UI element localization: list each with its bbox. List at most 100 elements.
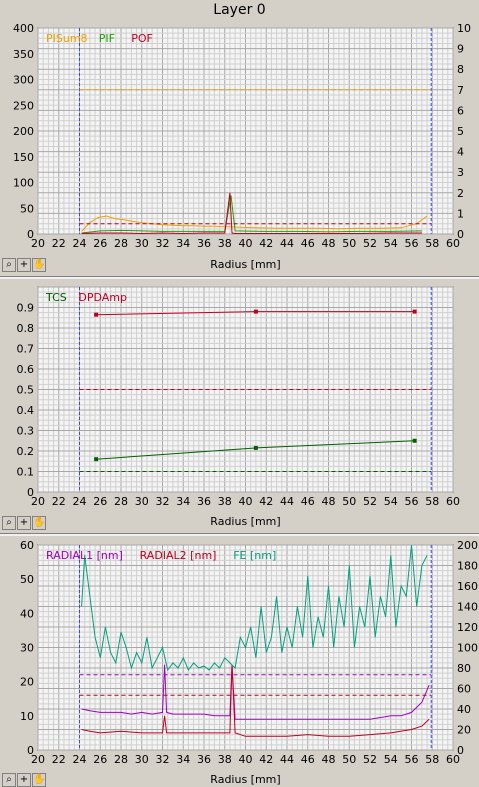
series-line-pif bbox=[81, 195, 422, 234]
x-tick-label: 60 bbox=[446, 495, 460, 508]
y2-tick-label: 20 bbox=[457, 724, 471, 737]
y-tick-label: 0.2 bbox=[17, 445, 35, 458]
legend-entry: FE [nm] bbox=[233, 549, 276, 562]
hand-icon[interactable]: ✋ bbox=[32, 773, 46, 787]
x-tick-label: 50 bbox=[342, 237, 356, 250]
legend-entry: PIF bbox=[99, 32, 115, 45]
x-tick-label: 60 bbox=[446, 753, 460, 766]
x-tick-label: 60 bbox=[446, 237, 460, 250]
x-tick-label: 22 bbox=[52, 495, 66, 508]
x-tick-label: 52 bbox=[363, 495, 377, 508]
x-tick-label: 30 bbox=[135, 495, 149, 508]
zoom-icon[interactable]: ⌕ bbox=[2, 773, 16, 787]
chart-3: 20 22 24 26 28 30 32 34 36 38 40 42 44 46 48 50 52 54 56 58… bbox=[20, 539, 478, 786]
hand-icon[interactable]: ✋ bbox=[32, 258, 46, 272]
y2-tick-label: 1 bbox=[457, 207, 464, 220]
x-tick-label: 40 bbox=[239, 753, 253, 766]
y-tick-label: 400 bbox=[13, 22, 34, 35]
x-tick-label: 32 bbox=[156, 237, 170, 250]
chart-3-toolbar: ⌕ + ✋ bbox=[2, 773, 46, 787]
x-tick-label: 46 bbox=[301, 753, 315, 766]
data-point bbox=[253, 445, 258, 450]
crosshair-icon[interactable]: + bbox=[17, 258, 31, 272]
series-line-pof bbox=[81, 192, 422, 235]
y-tick-label: 60 bbox=[20, 539, 34, 552]
x-tick-label: 24 bbox=[73, 495, 87, 508]
x-tick-label: 20 bbox=[31, 753, 45, 766]
x-tick-label: 48 bbox=[322, 495, 336, 508]
x-tick-label: 50 bbox=[342, 753, 356, 766]
y-tick-label: 20 bbox=[20, 676, 34, 689]
y2-tick-label: 8 bbox=[457, 63, 464, 76]
x-tick-label: 48 bbox=[322, 753, 336, 766]
series-line-fe-nm- bbox=[81, 544, 428, 672]
y2-tick-label: 9 bbox=[457, 43, 464, 56]
x-tick-label: 46 bbox=[301, 495, 315, 508]
x-tick-label: 34 bbox=[176, 753, 190, 766]
y-tick-label: 0.4 bbox=[17, 404, 35, 417]
y-tick-label: 0.3 bbox=[17, 425, 35, 438]
pane-divider[interactable] bbox=[0, 276, 479, 279]
y-tick-label: 300 bbox=[13, 74, 34, 87]
y2-tick-label: 120 bbox=[457, 621, 478, 634]
x-axis-label: Radius [mm] bbox=[210, 258, 280, 271]
x-tick-label: 42 bbox=[259, 237, 273, 250]
x-tick-label: 44 bbox=[280, 753, 294, 766]
chart-2-toolbar: ⌕ + ✋ bbox=[2, 516, 46, 530]
x-tick-label: 56 bbox=[405, 495, 419, 508]
crosshair-icon[interactable]: + bbox=[17, 773, 31, 787]
data-point bbox=[253, 309, 258, 314]
x-tick-label: 58 bbox=[425, 753, 439, 766]
grid bbox=[37, 544, 454, 751]
x-tick-label: 34 bbox=[176, 237, 190, 250]
data-point bbox=[94, 312, 99, 317]
pane-divider[interactable] bbox=[0, 533, 479, 536]
x-tick-label: 32 bbox=[156, 495, 170, 508]
y-tick-label: 200 bbox=[13, 125, 34, 138]
x-tick-label: 24 bbox=[73, 753, 87, 766]
crosshair-icon[interactable]: + bbox=[17, 516, 31, 530]
y-tick-label: 100 bbox=[13, 177, 34, 190]
x-tick-label: 22 bbox=[52, 237, 66, 250]
x-tick-label: 24 bbox=[73, 237, 87, 250]
y2-tick-label: 80 bbox=[457, 662, 471, 675]
zoom-icon[interactable]: ⌕ bbox=[2, 258, 16, 272]
y-tick-label: 50 bbox=[20, 573, 34, 586]
x-tick-label: 38 bbox=[218, 753, 232, 766]
x-tick-label: 28 bbox=[114, 495, 128, 508]
y-tick-label: 0.9 bbox=[17, 302, 35, 315]
window-title: Layer 0 bbox=[213, 2, 266, 18]
y2-tick-label: 2 bbox=[457, 187, 464, 200]
x-tick-label: 26 bbox=[93, 237, 107, 250]
y2-tick-label: 0 bbox=[457, 744, 464, 757]
y2-tick-label: 160 bbox=[457, 580, 478, 593]
grid bbox=[37, 286, 454, 493]
x-tick-label: 20 bbox=[31, 495, 45, 508]
data-point bbox=[412, 438, 417, 443]
zoom-icon[interactable]: ⌕ bbox=[2, 516, 16, 530]
legend-entry: TCS bbox=[45, 291, 67, 304]
chart-2: 20 22 24 26 28 30 32 34 36 38 40 42 44 46 48 50 52 54 56 58… bbox=[17, 286, 460, 528]
series-line-radial1-nm- bbox=[81, 664, 430, 720]
chart-1: 20 22 24 26 28 30 32 34 36 38 40 42 44 46 48 50 52 54 56 58… bbox=[13, 22, 471, 271]
x-tick-label: 36 bbox=[197, 237, 211, 250]
x-axis-label: Radius [mm] bbox=[210, 773, 280, 786]
hand-icon[interactable]: ✋ bbox=[32, 516, 46, 530]
y-tick-label: 0.6 bbox=[17, 363, 35, 376]
x-tick-label: 52 bbox=[363, 237, 377, 250]
x-tick-label: 30 bbox=[135, 753, 149, 766]
x-tick-label: 34 bbox=[176, 495, 190, 508]
x-tick-label: 28 bbox=[114, 237, 128, 250]
y2-tick-label: 6 bbox=[457, 104, 464, 117]
y2-tick-label: 4 bbox=[457, 146, 464, 159]
x-tick-label: 54 bbox=[384, 495, 398, 508]
x-tick-label: 42 bbox=[259, 495, 273, 508]
y-tick-label: 250 bbox=[13, 99, 34, 112]
x-tick-label: 58 bbox=[425, 495, 439, 508]
x-tick-label: 44 bbox=[280, 237, 294, 250]
x-tick-label: 54 bbox=[384, 237, 398, 250]
y-tick-label: 0 bbox=[27, 744, 34, 757]
x-tick-label: 26 bbox=[93, 753, 107, 766]
